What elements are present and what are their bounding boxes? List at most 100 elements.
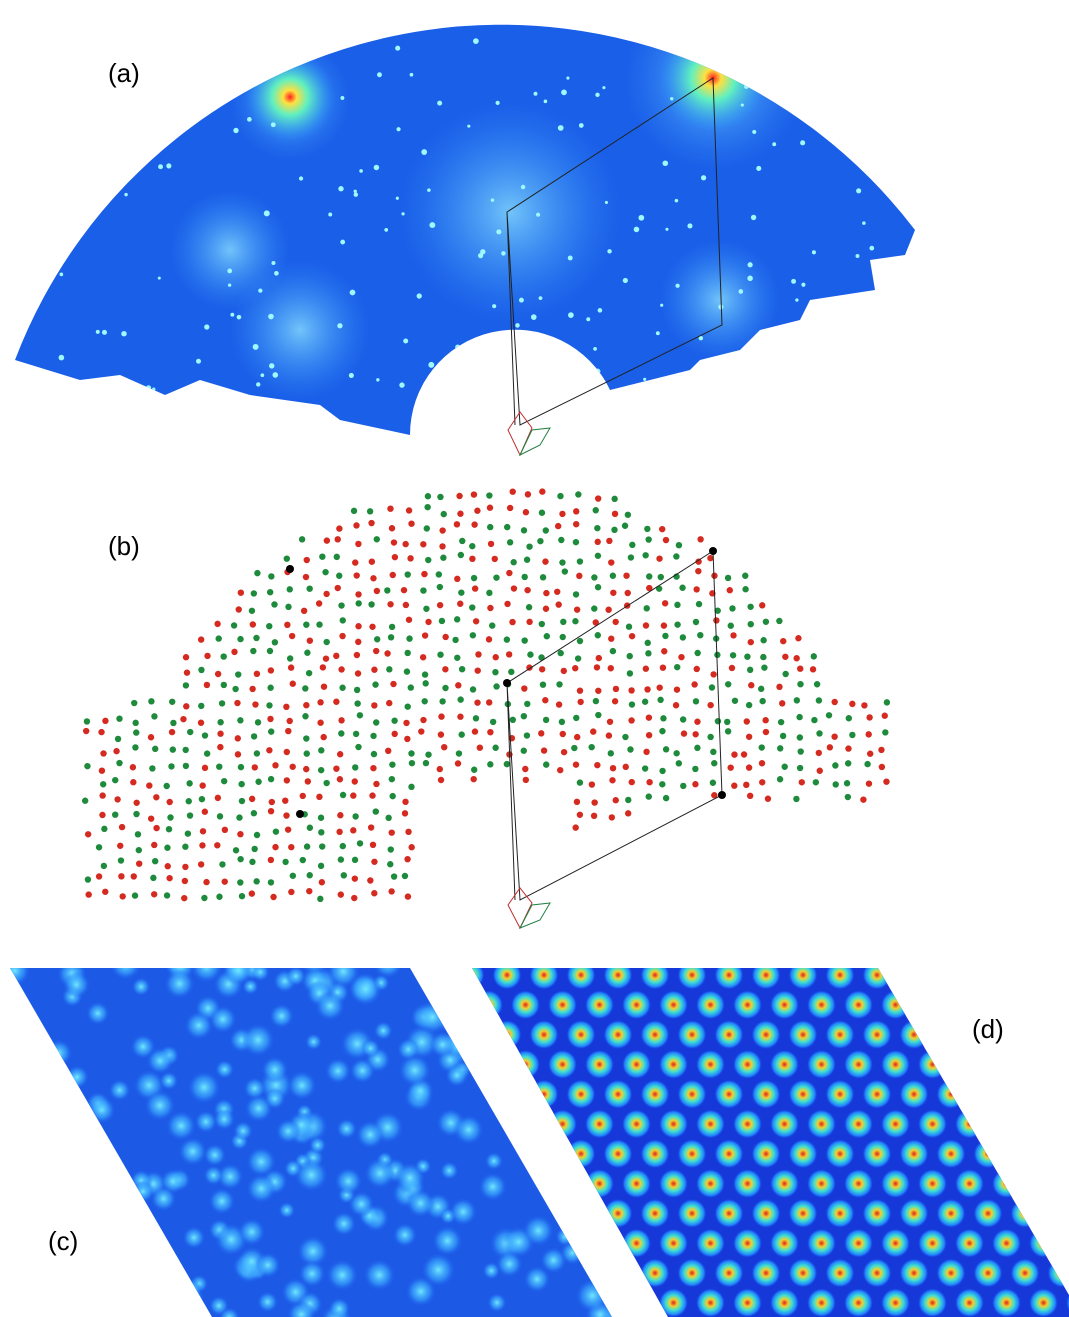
- lattice-point: [214, 842, 221, 849]
- lattice-point: [100, 781, 107, 788]
- lattice-point: [317, 895, 324, 903]
- lattice-spot: [936, 1019, 966, 1050]
- lattice-point: [101, 825, 108, 833]
- reflection: [353, 192, 359, 197]
- lattice-point: [469, 542, 476, 550]
- lattice-point: [253, 634, 260, 642]
- reflection: [822, 108, 828, 115]
- lattice-spot: [954, 1168, 985, 1199]
- lattice-point: [219, 861, 226, 868]
- lattice-spot: [732, 1228, 763, 1259]
- reflection: [684, 400, 691, 406]
- lattice-point: [303, 701, 310, 709]
- lattice-point: [729, 652, 737, 659]
- lattice-point: [486, 589, 493, 597]
- lattice-point: [561, 568, 569, 575]
- reflection: [272, 372, 279, 378]
- lattice-point: [333, 698, 340, 705]
- lattice-point: [442, 633, 449, 641]
- lattice-point: [609, 572, 617, 579]
- lattice-point: [354, 700, 361, 707]
- lattice-point: [793, 697, 801, 704]
- reflection: [353, 189, 357, 193]
- lattice-point: [355, 743, 362, 751]
- lattice-point: [306, 887, 313, 895]
- lattice-point: [98, 728, 105, 736]
- lattice-spot: [472, 968, 485, 990]
- lattice-point: [214, 620, 221, 628]
- lattice-point: [707, 733, 714, 741]
- lattice-spot: [510, 1108, 541, 1139]
- lattice-point: [747, 603, 754, 610]
- markers: [286, 547, 726, 818]
- lattice-point: [730, 632, 737, 639]
- lattice-point: [832, 762, 839, 769]
- density-blob: [10, 968, 12, 979]
- lattice-point: [238, 797, 246, 805]
- density-blob: [146, 1047, 174, 1075]
- lattice-point: [554, 588, 561, 595]
- lattice-point: [543, 761, 550, 768]
- lattice-point: [470, 491, 478, 498]
- lattice-point: [255, 778, 262, 785]
- reflection: [492, 304, 497, 309]
- lattice-point: [408, 750, 415, 757]
- reflection: [520, 184, 526, 190]
- lattice-point: [573, 520, 580, 528]
- lattice-point: [338, 717, 345, 724]
- lattice-point: [287, 664, 295, 671]
- lattice-spot: [917, 1228, 948, 1259]
- lattice-point: [198, 795, 206, 803]
- lattice-point: [407, 555, 414, 562]
- lattice-point: [214, 794, 222, 802]
- reflection: [252, 343, 259, 350]
- reflection: [455, 344, 461, 350]
- density-blob: [10, 1252, 13, 1278]
- lattice-point: [151, 713, 158, 720]
- lattice-point: [419, 654, 427, 661]
- lattice-point: [221, 826, 229, 834]
- reflection: [396, 127, 401, 132]
- lattice-point: [368, 601, 375, 608]
- lattice-point: [405, 616, 413, 623]
- lattice-point: [388, 829, 395, 836]
- lattice-point: [605, 732, 613, 739]
- lattice-point: [559, 559, 566, 566]
- lattice-point: [370, 764, 377, 772]
- lattice-point: [216, 813, 224, 820]
- lattice-point: [182, 682, 190, 689]
- lattice-point: [673, 750, 680, 757]
- lattice-spot: [658, 1049, 689, 1080]
- lattice-spot: [437, 990, 467, 1020]
- lattice-point: [356, 712, 364, 719]
- lattice-point: [390, 873, 398, 880]
- lattice-point: [402, 601, 410, 609]
- lattice-spot: [899, 1079, 929, 1110]
- lattice-spot: [714, 1198, 744, 1229]
- lattice-point: [147, 734, 155, 741]
- reflection: [258, 288, 263, 293]
- density-blob: [45, 1039, 73, 1066]
- density-blob: [128, 1269, 155, 1297]
- density-blob: [363, 1259, 395, 1291]
- lattice-point: [711, 792, 718, 799]
- reflection: [675, 283, 680, 288]
- lattice-point: [388, 888, 395, 895]
- lattice-point: [691, 681, 698, 688]
- lattice-point: [216, 893, 223, 900]
- lattice-point: [521, 573, 528, 581]
- lattice-point: [238, 780, 245, 788]
- lattice-point: [622, 733, 629, 741]
- reflection: [496, 229, 502, 235]
- lattice-point: [642, 552, 649, 559]
- lattice-point: [405, 507, 413, 514]
- lattice-point: [82, 727, 90, 735]
- lattice-point: [182, 843, 189, 850]
- density-blob: [336, 1118, 357, 1139]
- lattice-point: [266, 647, 274, 655]
- lattice-point: [555, 701, 563, 708]
- lattice-point: [506, 504, 514, 512]
- lattice-spot: [732, 1168, 763, 1199]
- density-blob: [415, 1000, 450, 1035]
- density-blob: [328, 1297, 351, 1317]
